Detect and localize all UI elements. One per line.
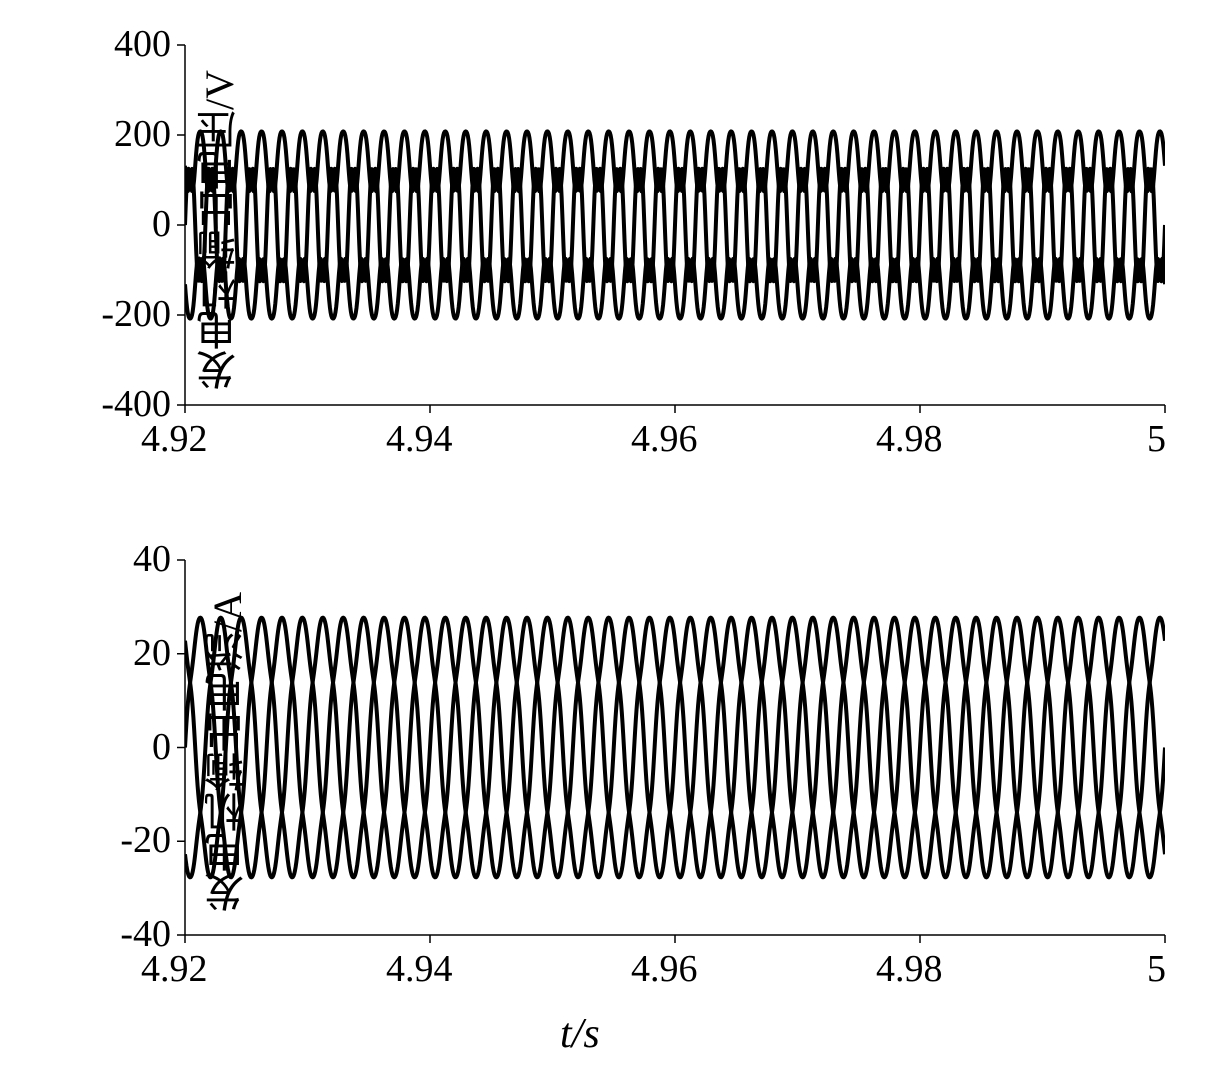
current-series-group — [185, 618, 1165, 878]
current-xtick-label: 4.98 — [876, 947, 943, 991]
voltage-xtick-label: 4.94 — [386, 417, 453, 461]
voltage-ytick-label: 0 — [152, 202, 171, 246]
current-xtick-label: 4.96 — [631, 947, 698, 991]
voltage-xtick-label: 4.92 — [141, 417, 208, 461]
current-ytick-label: 0 — [152, 725, 171, 769]
figure-root: -400-20002004004.924.944.964.985发电机输出电压/… — [0, 0, 1210, 1077]
current-xtick-label: 4.94 — [386, 947, 453, 991]
voltage-ytick-label: -200 — [101, 292, 171, 336]
voltage-xtick-label: 4.96 — [631, 417, 698, 461]
figure-svg — [0, 0, 1210, 1077]
xaxis-label: t/s — [560, 1010, 600, 1058]
voltage-ytick-label: 200 — [114, 112, 171, 156]
current-xtick-label: 4.92 — [141, 947, 208, 991]
current-ytick-label: -20 — [120, 818, 171, 862]
voltage-ytick-label: 400 — [114, 22, 171, 66]
voltage-ylabel: 发电机输出电压/V — [30, 40, 78, 420]
current-ytick-label: 40 — [133, 537, 171, 581]
voltage-series-group — [185, 131, 1165, 318]
voltage-xtick-label: 4.98 — [876, 417, 943, 461]
current-xtick-label: 5 — [1147, 947, 1166, 991]
voltage-xtick-label: 5 — [1147, 417, 1166, 461]
current-ylabel: 发电机输出电流/A — [30, 555, 78, 950]
current-ytick-label: 20 — [133, 631, 171, 675]
